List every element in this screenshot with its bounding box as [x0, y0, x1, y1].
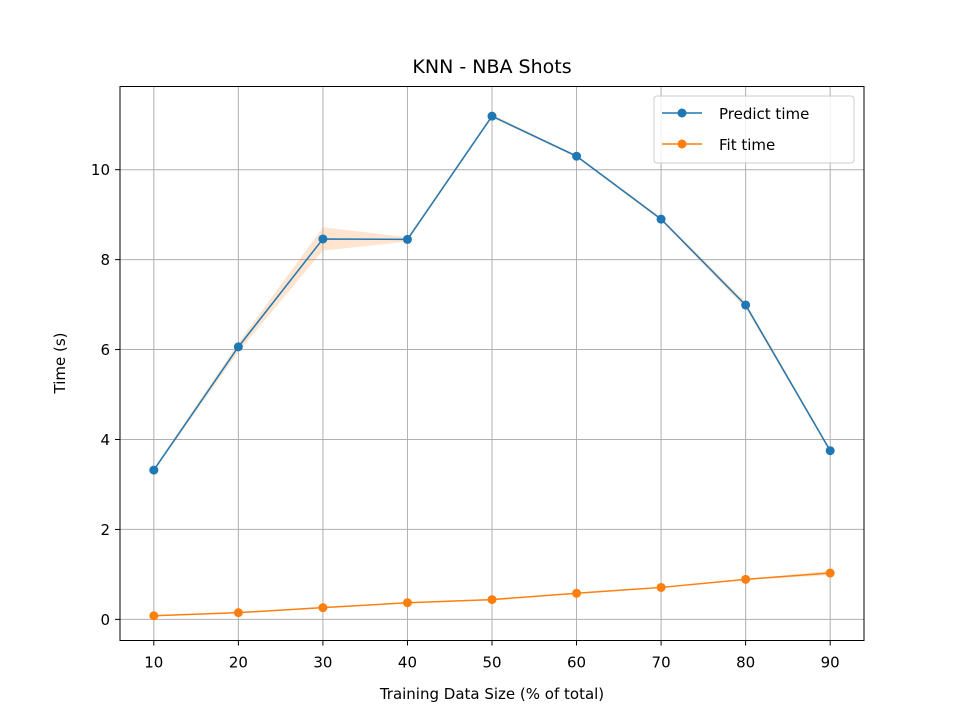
y-tick-label: 6 [100, 341, 110, 359]
chart-title: KNN - NBA Shots [412, 56, 571, 78]
series-0-point [741, 300, 751, 310]
x-tick-label: 90 [821, 654, 840, 672]
grid [120, 86, 864, 641]
series-1-point [149, 611, 159, 621]
x-tick-label: 30 [313, 654, 332, 672]
series-1-point [741, 574, 751, 584]
x-tick-label: 80 [736, 654, 755, 672]
y-tick-label: 2 [100, 521, 110, 539]
x-tick-label: 70 [652, 654, 671, 672]
series-1-point [572, 588, 582, 598]
legend: Predict time Fit time [653, 95, 855, 164]
y-tick-label: 10 [91, 161, 110, 179]
x-axis-label: Training Data Size (% of total) [379, 685, 604, 703]
y-tick-label: 8 [100, 251, 110, 269]
series-0-point [825, 446, 835, 456]
legend-label-predict: Predict time [719, 105, 809, 123]
series-0-point [487, 111, 497, 121]
x-tick-label: 20 [229, 654, 248, 672]
x-tick-label: 10 [144, 654, 163, 672]
legend-marker-fit [677, 139, 687, 149]
series-1-point [233, 608, 243, 618]
y-tick-label: 0 [100, 611, 110, 629]
legend-box [653, 95, 855, 164]
series-0-point [149, 465, 159, 475]
series-1-point [318, 603, 328, 613]
series-0-point [318, 234, 328, 244]
axis-ticks: 10 20 30 40 50 60 70 80 90 0 2 4 6 8 10 [91, 161, 840, 671]
series-1-point [656, 582, 666, 592]
series-0-point [233, 342, 243, 352]
series-0-point [656, 214, 666, 224]
series-0-point [572, 151, 582, 161]
legend-marker-predict [677, 108, 687, 118]
series-1-point [825, 568, 835, 578]
y-axis-label: Time (s) [51, 333, 69, 395]
x-tick-label: 40 [398, 654, 417, 672]
x-tick-label: 60 [567, 654, 586, 672]
series-1-point [487, 595, 497, 605]
series-0-point [402, 234, 412, 244]
series-lines [149, 111, 835, 621]
legend-label-fit: Fit time [719, 136, 775, 154]
y-tick-label: 4 [100, 431, 110, 449]
series-1-point [402, 598, 412, 608]
x-tick-label: 50 [482, 654, 501, 672]
